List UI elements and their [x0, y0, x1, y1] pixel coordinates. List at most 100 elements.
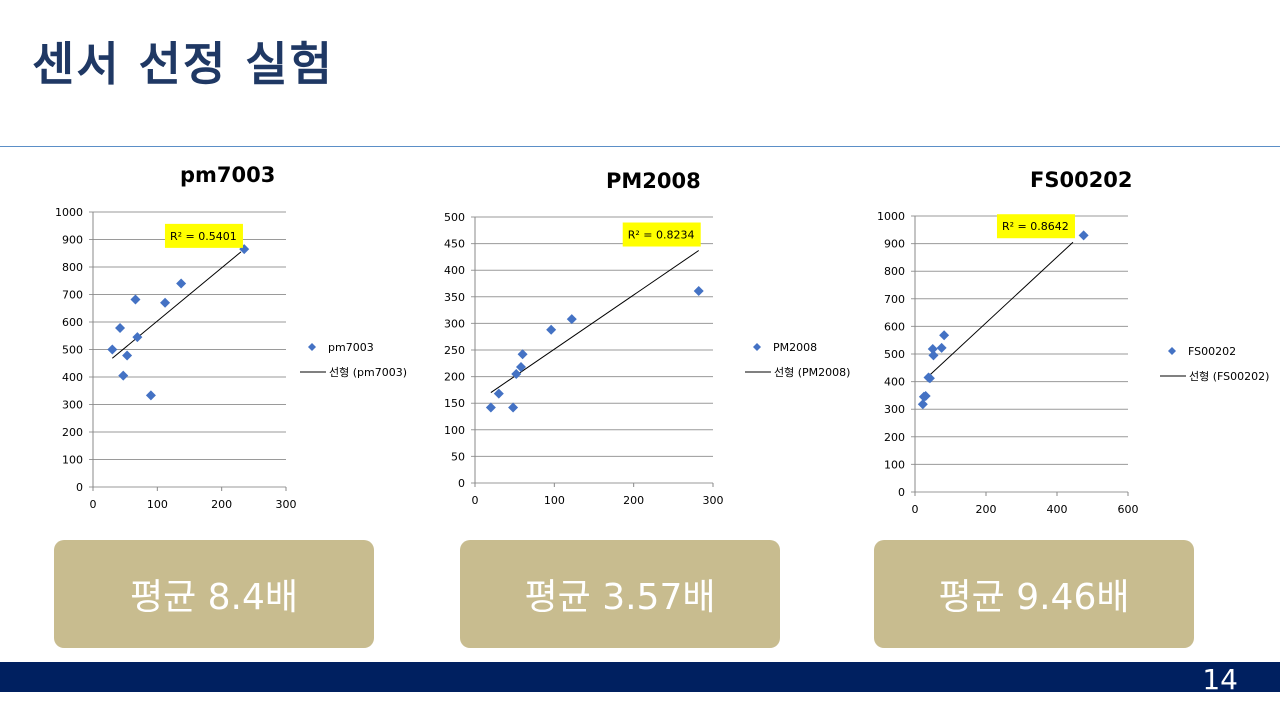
r2-label: R² = 0.8234	[628, 229, 695, 242]
data-point	[917, 399, 928, 410]
data-point	[927, 344, 938, 355]
trendline	[490, 250, 700, 393]
chart-title-fs00202: FS00202	[1030, 168, 1133, 192]
legend-series-label: pm7003	[328, 341, 374, 354]
y-tick-label: 250	[444, 344, 465, 357]
x-tick-label: 200	[976, 503, 997, 516]
trendline	[925, 241, 1074, 380]
y-tick-label: 500	[444, 211, 465, 224]
y-tick-label: 400	[62, 371, 83, 384]
data-point	[122, 350, 133, 361]
data-point	[176, 278, 187, 289]
y-tick-label: 0	[458, 477, 465, 490]
data-point	[115, 323, 126, 334]
x-tick-label: 100	[147, 498, 168, 511]
footer-bar	[0, 662, 1280, 692]
x-tick-label: 100	[544, 494, 565, 507]
summary-box-pm2008: 평균 3.57배	[460, 540, 780, 648]
x-tick-label: 300	[703, 494, 724, 507]
x-tick-label: 400	[1047, 503, 1068, 516]
y-tick-label: 600	[62, 316, 83, 329]
y-tick-label: 200	[62, 426, 83, 439]
y-tick-label: 0	[898, 486, 905, 499]
y-tick-label: 300	[884, 403, 905, 416]
data-point	[485, 402, 496, 413]
y-tick-label: 1000	[55, 206, 83, 219]
data-point	[566, 314, 577, 325]
y-tick-label: 300	[444, 317, 465, 330]
data-point	[920, 390, 931, 401]
data-point	[546, 324, 557, 335]
data-point	[118, 370, 129, 381]
data-point	[107, 344, 118, 355]
y-tick-label: 0	[76, 481, 83, 494]
r2-label: R² = 0.8642	[1002, 220, 1069, 233]
data-point	[145, 390, 156, 401]
data-point	[516, 362, 527, 373]
data-point	[511, 368, 522, 379]
x-tick-label: 600	[1118, 503, 1139, 516]
data-point	[939, 330, 950, 341]
page-number: 14	[1202, 663, 1238, 696]
y-tick-label: 150	[444, 397, 465, 410]
y-tick-label: 700	[62, 289, 83, 302]
legend-marker	[308, 343, 316, 351]
chart-title-pm7003: pm7003	[180, 163, 276, 187]
y-tick-label: 1000	[877, 210, 905, 223]
y-tick-label: 500	[884, 348, 905, 361]
y-tick-label: 300	[62, 399, 83, 412]
data-point	[924, 373, 935, 384]
legend-marker	[1168, 347, 1176, 355]
y-tick-label: 600	[884, 320, 905, 333]
legend-series-label: FS00202	[1188, 345, 1236, 358]
summary-box-pm7003: 평균 8.4배	[54, 540, 374, 648]
x-tick-label: 0	[472, 494, 479, 507]
summary-box-fs00202: 평균 9.46배	[874, 540, 1194, 648]
y-tick-label: 450	[444, 238, 465, 251]
legend-trendline-label: 선형 (PM2008)	[774, 366, 850, 379]
data-point	[493, 388, 504, 399]
x-tick-label: 0	[90, 498, 97, 511]
y-tick-label: 400	[884, 376, 905, 389]
data-point	[160, 297, 171, 308]
x-tick-label: 200	[623, 494, 644, 507]
data-point	[517, 349, 528, 360]
data-point	[936, 342, 947, 353]
y-tick-label: 350	[444, 291, 465, 304]
y-tick-label: 700	[884, 293, 905, 306]
data-point	[132, 332, 143, 343]
y-tick-label: 500	[62, 344, 83, 357]
r2-label-bg	[164, 223, 243, 248]
x-tick-label: 0	[912, 503, 919, 516]
r2-label-bg	[622, 222, 701, 247]
y-tick-label: 200	[444, 371, 465, 384]
data-point	[508, 402, 519, 413]
data-point	[693, 285, 704, 296]
legend-marker	[753, 343, 761, 351]
chart-title-pm2008: PM2008	[606, 169, 701, 193]
y-tick-label: 200	[884, 431, 905, 444]
r2-label-bg	[996, 214, 1075, 239]
trendline	[111, 251, 242, 359]
x-tick-label: 300	[276, 498, 297, 511]
y-tick-label: 900	[62, 234, 83, 247]
y-tick-label: 100	[62, 454, 83, 467]
x-tick-label: 200	[211, 498, 232, 511]
y-tick-label: 50	[451, 450, 465, 463]
legend-trendline-label: 선형 (FS00202)	[1189, 370, 1269, 383]
legend-series-label: PM2008	[773, 341, 817, 354]
y-tick-label: 100	[884, 458, 905, 471]
y-tick-label: 100	[444, 424, 465, 437]
y-tick-label: 800	[62, 261, 83, 274]
data-point	[130, 294, 141, 305]
legend-trendline-label: 선형 (pm7003)	[329, 366, 407, 379]
y-tick-label: 800	[884, 265, 905, 278]
data-point	[928, 350, 939, 361]
r2-label: R² = 0.5401	[170, 230, 237, 243]
y-tick-label: 900	[884, 238, 905, 251]
slide-title: 센서 선정 실험	[32, 37, 334, 91]
data-point	[1078, 230, 1089, 241]
y-tick-label: 400	[444, 264, 465, 277]
header-divider	[0, 146, 1280, 147]
